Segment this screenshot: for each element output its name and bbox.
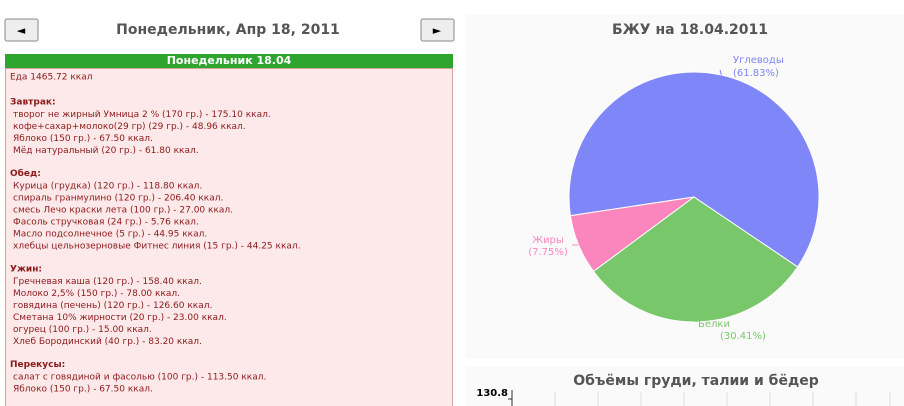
meal-item: спираль гранмулино (120 гр.) - 206.40 кк… [13,194,223,204]
pie-slice [592,196,799,323]
volume-title: Объёмы груди, талии и бёдер [573,373,819,389]
pie-slice [568,71,820,268]
prev-button[interactable] [4,18,39,42]
leader-line [719,69,722,76]
meal-item: Молоко 2,5% (150 гр.) - 78.00 ккал. [13,289,180,299]
slice-value-label: (30.41%) [720,331,766,342]
meal-item: Мёд натуральный (20 гр.) - 61.80 ккал. [13,146,199,156]
next-button[interactable] [420,18,455,42]
meal-item: Курица (грудка) (120 гр.) - 118.80 ккал. [13,182,202,192]
meal-item: хлебцы цельнозерновые Фитнес линия (15 г… [13,242,301,252]
volume-grid [554,392,891,406]
volume-panel [466,366,904,406]
meal-item: Яблоко (150 гр.) - 67.50 ккал. [13,385,153,395]
meal-item: Яблоко (150 гр.) - 67.50 ккал. [13,134,153,144]
y-tick-label: 130.8 [476,388,508,399]
meal-item: говядина (печень) (120 гр.) - 126.60 кка… [13,301,212,311]
meal-heading: Перекусы: [10,360,65,370]
meal-item: Масло подсолнечное (5 гр.) - 44.95 ккал. [13,230,207,240]
slice-label: Углеводы [733,55,784,66]
meal-item: Фасоль стручковая (24 гр.) - 5.76 ккал. [13,218,199,228]
diary-title: Понедельник 18.04 [167,54,292,67]
slice-label: Белки [698,319,730,330]
meal-item: творог не жирный Умница 2 % (170 гр.) - … [13,110,271,120]
meal-item: смесь Лечо краски лета (100 гр.) - 27.00… [13,206,233,216]
meal-item: Гречневая каша (120 гр.) - 158.40 ккал. [13,277,202,287]
date-title: Понедельник, Апр 18, 2011 [116,22,340,38]
diary-total: Еда 1465.72 ккал [10,73,93,83]
slice-label: Жиры [532,235,564,246]
meal-heading: Обед: [10,168,41,179]
pie-title: БЖУ на 18.04.2011 [612,22,768,38]
meal-item: кофе+сахар+молоко(29 гр) (29 гр.) - 48.9… [13,122,246,132]
slice-value-label: (7.75%) [528,247,568,258]
next-button-label[interactable]: ► [433,24,442,37]
diary-header [5,54,453,68]
meal-item: салат с говядиной и фасолью (100 гр.) - … [13,373,266,383]
meal-item: Сметана 10% жирности (20 гр.) - 23.00 кк… [13,313,227,323]
meal-heading: Завтрак: [10,98,56,108]
prev-button-label[interactable]: ◄ [17,24,26,37]
meal-heading: Ужин: [10,265,42,275]
slice-value-label: (61.83%) [733,68,779,79]
meal-item: огурец (100 гр.) - 15.00 ккал. [13,325,152,335]
diary-box [5,68,453,406]
leader-line [689,317,697,323]
meal-item: Хлеб Бородинский (40 гр.) - 83.20 ккал. [13,337,202,347]
